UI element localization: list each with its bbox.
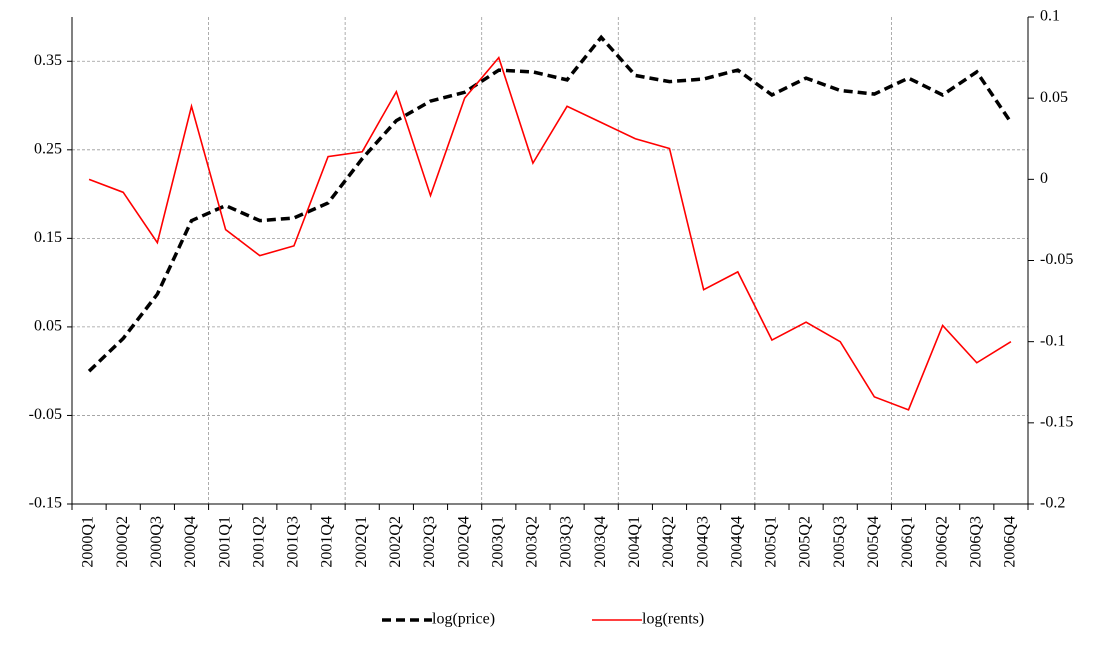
y2-tick-label: 0	[1040, 170, 1048, 187]
y2-tick-label: -0.15	[1040, 414, 1073, 431]
x-tick-label: 2000Q4	[182, 516, 199, 568]
x-tick-label: 2005Q3	[831, 516, 848, 568]
y-tick-label: 0.25	[34, 140, 62, 157]
y2-tick-label: -0.05	[1040, 251, 1073, 268]
x-tick-label: 2004Q1	[626, 516, 643, 568]
x-tick-label: 2006Q4	[1002, 516, 1019, 568]
x-tick-label: 2002Q4	[455, 516, 472, 568]
x-tick-label: 2003Q4	[592, 516, 609, 568]
y-tick-label: 0.15	[34, 229, 62, 246]
x-tick-label: 2001Q2	[250, 516, 267, 568]
series-line	[87, 34, 1013, 373]
y2-tick-label: 0.05	[1040, 89, 1068, 106]
x-tick-label: 2002Q2	[387, 516, 404, 568]
x-tick-label: 2006Q3	[967, 516, 984, 568]
x-tick-label: 2000Q1	[80, 516, 97, 568]
x-tick-label: 2003Q2	[524, 516, 541, 568]
x-tick-label: 2000Q3	[148, 516, 165, 568]
x-tick-label: 2005Q1	[763, 516, 780, 568]
x-tick-label: 2003Q3	[558, 516, 575, 568]
x-tick-label: 2003Q1	[489, 516, 506, 568]
x-tick-label: 2004Q3	[694, 516, 711, 568]
y2-tick-label: 0.1	[1040, 8, 1060, 25]
legend-label: log(rents)	[642, 611, 704, 628]
y-tick-label: 0.35	[34, 52, 62, 69]
x-tick-label: 2000Q2	[114, 516, 131, 568]
x-tick-label: 2004Q4	[728, 516, 745, 568]
y-tick-label: -0.05	[29, 406, 62, 423]
y-tick-label: 0.05	[34, 318, 62, 335]
x-tick-label: 2001Q3	[285, 516, 302, 568]
series-line	[88, 55, 1012, 411]
x-tick-label: 2002Q3	[421, 516, 438, 568]
x-tick-label: 2005Q4	[865, 516, 882, 568]
y2-tick-label: -0.2	[1040, 495, 1065, 512]
y2-tick-label: -0.1	[1040, 332, 1065, 349]
x-tick-label: 2001Q1	[216, 516, 233, 568]
x-tick-label: 2006Q1	[899, 516, 916, 568]
x-tick-label: 2001Q4	[319, 516, 336, 568]
x-tick-label: 2004Q2	[660, 516, 677, 568]
legend-label: log(price)	[432, 611, 495, 628]
x-tick-label: 2002Q1	[353, 516, 370, 568]
x-tick-label: 2006Q2	[933, 516, 950, 568]
y-tick-label: -0.15	[29, 495, 62, 512]
x-tick-label: 2005Q2	[797, 516, 814, 568]
